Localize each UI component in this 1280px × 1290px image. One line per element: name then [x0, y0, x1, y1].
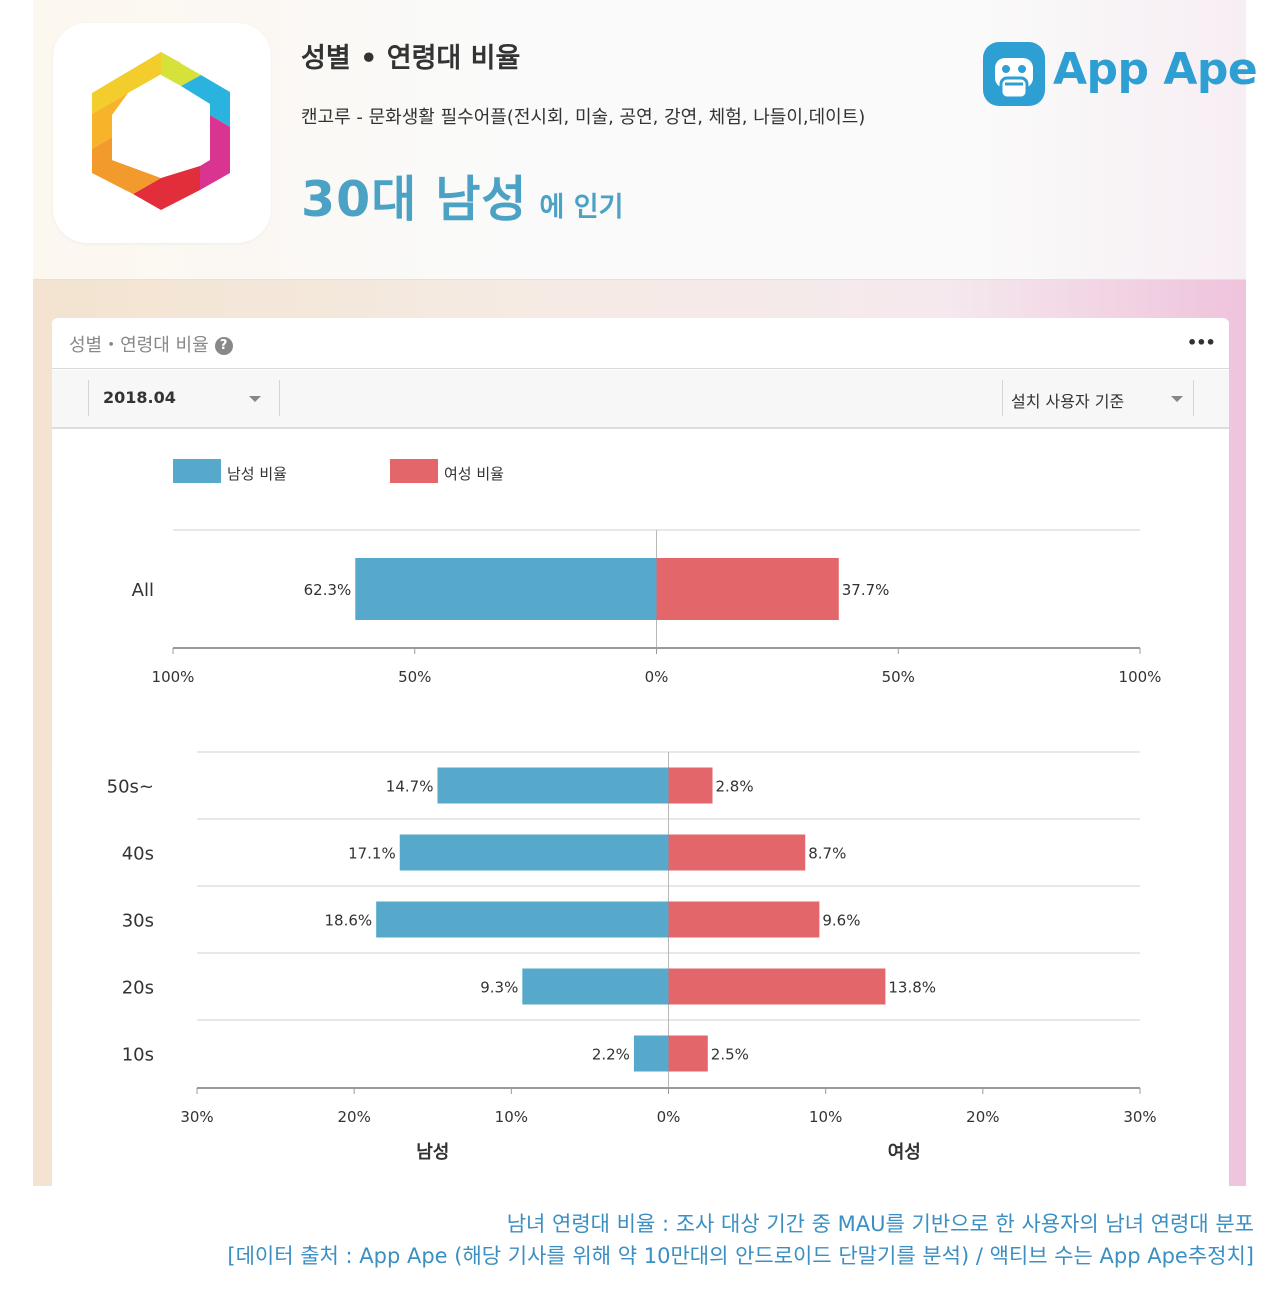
bar-female-label: 9.6%: [822, 912, 860, 930]
x-tick-label: 100%: [1119, 668, 1162, 686]
bar-female: [656, 558, 839, 620]
bar-female: [668, 1035, 708, 1072]
x-tick-label: 30%: [1123, 1108, 1156, 1126]
x-tick-label: 10%: [809, 1108, 842, 1126]
legend-male-swatch: [173, 459, 221, 483]
page-frame: 성별 • 연령대 비율 캔고루 - 문화생활 필수어플(전시회, 미술, 공연,…: [33, 0, 1258, 1186]
help-icon[interactable]: ?: [214, 337, 233, 355]
chart-area: 남성 비율 여성 비율 100% 50% 0% 50% 100% All 62.3% 37.7…: [107, 459, 1162, 1163]
header: 성별 • 연령대 비율 캔고루 - 문화생활 필수어플(전시회, 미술, 공연,…: [33, 0, 1258, 280]
app-ape-logo: App Ape: [981, 36, 1258, 110]
app-icon: [53, 23, 271, 243]
bar-male: [522, 968, 669, 1005]
bar-male: [633, 1035, 669, 1072]
more-options-button[interactable]: •••: [1187, 333, 1216, 352]
legend-female-label: 여성 비율: [444, 465, 504, 483]
card-header: 성별・연령대 비율? •••: [52, 318, 1229, 369]
bar-male-label: 62.3%: [304, 581, 352, 599]
bar-female: [668, 767, 713, 804]
icon-segment-gold: [92, 93, 128, 149]
bar-male-label: 17.1%: [348, 845, 396, 863]
bar-male: [376, 901, 669, 938]
chart-card: 성별・연령대 비율? ••• 2018.04 설치 사용자 기준 남성 비율 여…: [52, 318, 1229, 1186]
category-label: 10s: [122, 1045, 154, 1066]
bar-male: [355, 558, 657, 620]
category-label: 50s~: [107, 777, 154, 798]
logo-text: App Ape: [1053, 44, 1258, 95]
x-tick-label: 0%: [657, 1108, 681, 1126]
caption-line-2: [데이터 출처 : App Ape (해당 기사를 위해 약 10만대의 안드로…: [227, 1244, 1254, 1268]
icon-center: [112, 75, 210, 178]
icon-segment-yellow: [92, 52, 181, 114]
caption-line-1: 남녀 연령대 비율 : 조사 대상 기간 중 MAU를 기반으로 한 사용자의 …: [506, 1212, 1254, 1236]
chevron-down-icon: [249, 396, 261, 402]
header-title: 성별 • 연령대 비율: [301, 43, 521, 74]
x-tick-label: 10%: [495, 1108, 528, 1126]
category-label: 30s: [122, 911, 154, 932]
bar-male: [437, 767, 669, 804]
x-tick-label: 50%: [398, 668, 431, 686]
filter-bar: 2018.04 설치 사용자 기준: [52, 370, 1229, 429]
popular-main: 30대 남성: [301, 171, 528, 228]
card-title-text: 성별・연령대 비율: [69, 335, 209, 356]
bar-male-label: 14.7%: [386, 778, 434, 796]
card-title: 성별・연령대 비율?: [69, 331, 233, 357]
bar-female: [668, 834, 806, 871]
bar-male-label: 2.2%: [592, 1046, 630, 1064]
basis-select[interactable]: 설치 사용자 기준: [1002, 380, 1194, 416]
caption: 남녀 연령대 비율 : 조사 대상 기간 중 MAU를 기반으로 한 사용자의 …: [227, 1208, 1254, 1272]
x-tick-label: 0%: [645, 668, 669, 686]
bar-male-label: 18.6%: [325, 912, 373, 930]
legend-female-swatch: [390, 459, 438, 483]
app-name: 캔고루 - 문화생활 필수어플(전시회, 미술, 공연, 강연, 체험, 나들이…: [301, 107, 866, 128]
legend: 남성 비율 여성 비율: [173, 459, 504, 483]
monkey-icon: [983, 42, 1045, 106]
popular-suffix: 에 인기: [539, 192, 624, 223]
date-select[interactable]: 2018.04: [88, 380, 280, 416]
xlabel-female: 여성: [888, 1142, 921, 1163]
chevron-down-icon: [1171, 396, 1183, 402]
bar-female-label: 37.7%: [842, 581, 890, 599]
icon-segment-lime: [161, 52, 201, 86]
bar-male-label: 9.3%: [480, 979, 518, 997]
bar-female-label: 13.8%: [888, 979, 936, 997]
bar-female-label: 8.7%: [808, 845, 846, 863]
chart-age: 30% 20% 10% 0% 10% 20% 30% 50s~ 14.7% 2.8% 40s 17.1…: [107, 751, 1157, 1163]
x-tick-label: 20%: [337, 1108, 370, 1126]
bar-female: [668, 968, 886, 1005]
category-label: All: [132, 580, 154, 601]
date-select-value: 2018.04: [103, 388, 176, 407]
popular-headline: 30대 남성 에 인기: [301, 160, 623, 231]
basis-select-value: 설치 사용자 기준: [1011, 392, 1125, 411]
x-tick-label: 20%: [966, 1108, 999, 1126]
icon-segment-red: [133, 166, 200, 210]
bar-female-label: 2.8%: [716, 778, 754, 796]
x-tick-label: 100%: [152, 668, 195, 686]
xlabel-male: 남성: [416, 1142, 449, 1163]
legend-male-label: 남성 비율: [227, 465, 287, 483]
x-tick-label: 30%: [180, 1108, 213, 1126]
bar-male: [399, 834, 669, 871]
category-label: 40s: [122, 844, 154, 865]
bar-female-label: 2.5%: [711, 1046, 749, 1064]
bar-female: [668, 901, 820, 938]
icon-segment-magenta: [200, 115, 230, 190]
icon-segment-orange: [92, 137, 161, 194]
x-tick-label: 50%: [882, 668, 915, 686]
icon-segment-cyan: [181, 75, 230, 127]
category-label: 20s: [122, 978, 154, 999]
chart-all: 100% 50% 0% 50% 100% All 62.3% 37.7%: [132, 529, 1162, 686]
